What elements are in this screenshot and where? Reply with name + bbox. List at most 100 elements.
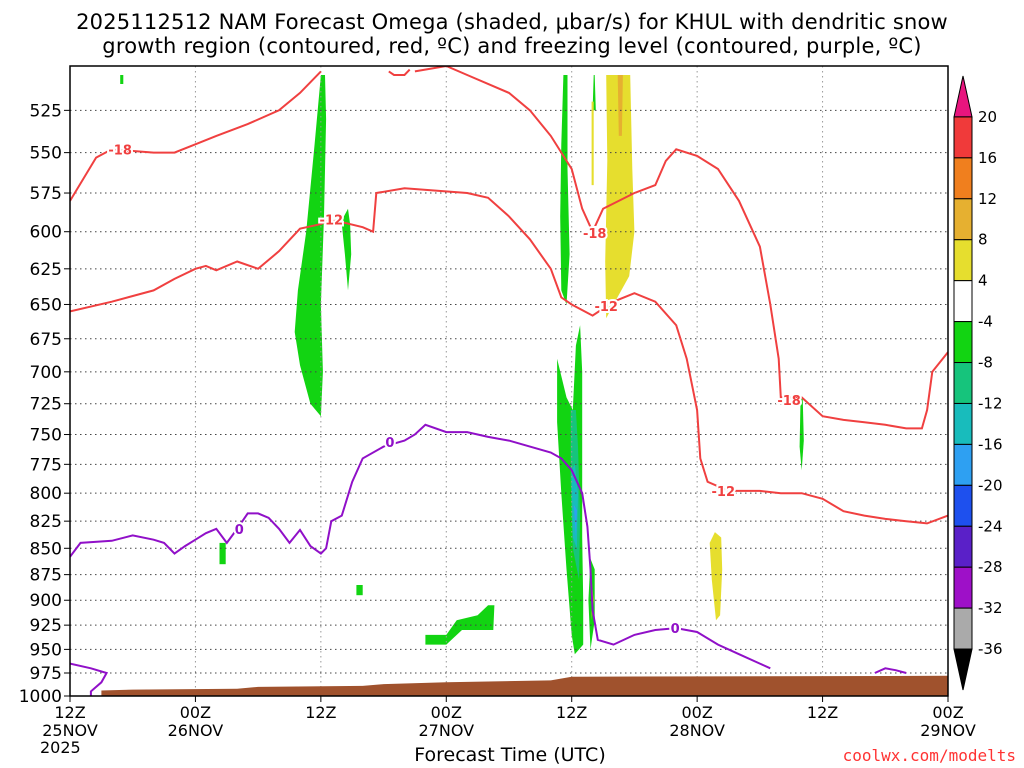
plot-background	[70, 66, 948, 696]
purple-contour-line	[70, 423, 771, 670]
grid-group	[70, 66, 948, 696]
colorbar-swatch	[953, 607, 973, 650]
dendritic-contour-label: -18	[777, 394, 801, 409]
x-tick-time-label: 12Z	[54, 703, 85, 722]
x-tick-date-label: 27NOV	[418, 721, 474, 740]
y-tick-label: 650	[30, 295, 62, 315]
chart-title-line2: growth region (contoured, red, ºC) and f…	[102, 34, 922, 58]
red-contours-group	[70, 66, 948, 525]
x-tick-time-label: 00Z	[431, 703, 462, 722]
omega-shade-region	[591, 101, 594, 186]
colorbar-swatch	[953, 362, 973, 404]
x-axis-year: 2025	[40, 738, 81, 757]
freezing-level-label: 0	[671, 622, 680, 637]
omega-shade-region	[294, 75, 327, 417]
colorbar-level-label: 8	[978, 231, 988, 249]
y-tick-label: 550	[30, 144, 62, 164]
colorbar-swatch	[953, 402, 973, 445]
colorbar-level-label: -20	[978, 476, 1003, 494]
red-contour-line	[388, 68, 411, 76]
dendritic-contour-label: -18	[583, 227, 607, 242]
freezing-level-label: 0	[235, 523, 244, 538]
red-contour-line	[414, 66, 948, 430]
y-tick-label: 725	[30, 395, 62, 415]
y-tick-label: 625	[30, 260, 62, 280]
credit-text: coolwx.com/modelts	[842, 746, 1016, 765]
y-tick-label: 900	[30, 591, 62, 611]
colorbar-level-label: -36	[978, 640, 1003, 658]
y-tick-label: 750	[30, 426, 62, 446]
y-tick-label: 800	[30, 484, 62, 504]
omega-shade-region	[219, 542, 226, 565]
colorbar-swatch	[953, 116, 973, 159]
colorbar-level-label: -16	[978, 435, 1003, 453]
y-tick-label: 950	[30, 640, 62, 660]
colorbar-level-label: -4	[978, 313, 993, 331]
x-tick-date-label: 25NOV	[42, 721, 98, 740]
y-tick-label: 850	[30, 539, 62, 559]
x-tick-time-label: 12Z	[305, 703, 336, 722]
y-tick-label: 525	[30, 101, 62, 121]
y-tick-label: 775	[30, 455, 62, 475]
colorbar-swatch	[953, 525, 973, 568]
dendritic-contour-label: -12	[594, 300, 618, 315]
terrain-fill	[101, 675, 948, 696]
colorbar-top-triangle	[953, 75, 973, 118]
red-contour-line	[70, 187, 948, 525]
x-tick-date-label: 28NOV	[669, 721, 725, 740]
omega-shade-region	[356, 585, 363, 596]
colorbar-swatch	[953, 198, 973, 241]
x-tick-date-label: 26NOV	[168, 721, 224, 740]
colorbar-swatch	[953, 484, 973, 527]
colorbar-level-label: 16	[978, 149, 997, 167]
omega-shade-region	[560, 75, 570, 305]
x-tick-time-label: 12Z	[556, 703, 587, 722]
freezing-level-label: 0	[385, 436, 394, 451]
x-tick-date-label: 29NOV	[920, 721, 976, 740]
omega-shading-group	[120, 75, 804, 655]
colorbar-swatch	[953, 157, 973, 200]
colorbar-swatch	[953, 239, 973, 282]
omega-shade-region	[709, 532, 723, 621]
y-tick-label: 975	[30, 664, 62, 684]
red-contour-line	[70, 70, 322, 202]
chart-title-line1: 2025112512 NAM Forecast Omega (shaded, μ…	[76, 10, 948, 34]
colorbar-level-label: 4	[978, 272, 988, 290]
omega-shade-region	[571, 464, 578, 549]
omega-shade-region	[617, 75, 623, 136]
x-axis-title: Forecast Time (UTC)	[414, 744, 606, 766]
y-tick-label: 925	[30, 616, 62, 636]
omega-shade-region	[425, 605, 495, 645]
dendritic-contour-label: -12	[320, 214, 344, 229]
y-tick-label: 825	[30, 512, 62, 532]
colorbar-level-label: 12	[978, 190, 997, 208]
x-tick-time-label: 00Z	[681, 703, 712, 722]
omega-shade-region	[592, 75, 596, 111]
omega-shade-region	[557, 325, 584, 655]
colorbar-level-label: -24	[978, 517, 1003, 535]
x-tick-time-label: 12Z	[807, 703, 838, 722]
colorbar-level-label: -28	[978, 558, 1003, 576]
y-tick-label: 875	[30, 566, 62, 586]
y-tick-label: 600	[30, 223, 62, 243]
colorbar-level-label: -8	[978, 354, 993, 372]
colorbar-level-label: -12	[978, 394, 1003, 412]
omega-shade-region	[120, 75, 124, 84]
omega-shade-region	[605, 75, 635, 319]
colorbar-swatch	[953, 443, 973, 486]
y-tick-label: 575	[30, 184, 62, 204]
colorbar-swatch	[953, 566, 973, 609]
colorbar-bottom-triangle	[953, 648, 973, 691]
colorbar-level-label: 20	[978, 108, 997, 126]
y-tick-label: 700	[30, 363, 62, 383]
dendritic-contour-label: -12	[712, 485, 736, 500]
purple-contours-group	[70, 423, 907, 696]
terrain-group	[101, 675, 948, 696]
x-tick-time-label: 00Z	[180, 703, 211, 722]
colorbar-level-label: -32	[978, 599, 1003, 617]
purple-contour-line	[874, 667, 907, 674]
y-tick-label: 675	[30, 330, 62, 350]
plot-frame	[69, 65, 949, 697]
dendritic-contour-label: -18	[108, 143, 132, 158]
